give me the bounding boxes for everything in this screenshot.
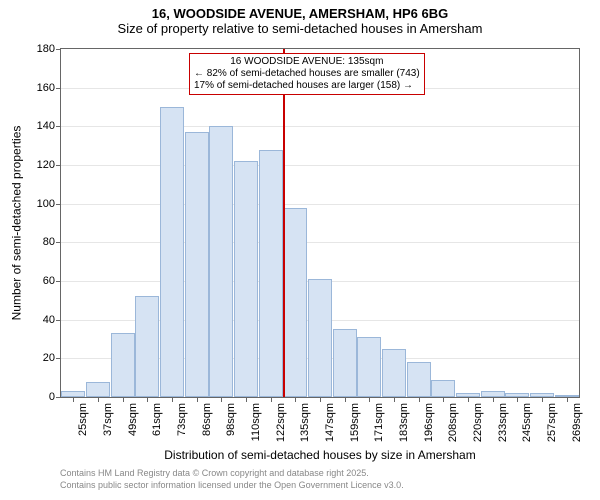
x-tick-label: 135sqm bbox=[299, 397, 311, 442]
histogram-bar bbox=[431, 380, 455, 397]
x-tick bbox=[197, 397, 198, 402]
gridline bbox=[61, 126, 579, 127]
histogram-bar bbox=[135, 296, 159, 397]
x-tick-label: 159sqm bbox=[349, 397, 361, 442]
x-tick bbox=[221, 397, 222, 402]
histogram-bar bbox=[185, 132, 209, 397]
x-axis-title: Distribution of semi-detached houses by … bbox=[60, 448, 580, 462]
x-tick bbox=[443, 397, 444, 402]
title-line2: Size of property relative to semi-detach… bbox=[0, 21, 600, 36]
histogram-bar bbox=[407, 362, 431, 397]
x-tick-label: 269sqm bbox=[571, 397, 583, 442]
y-axis-title-text: Number of semi-detached properties bbox=[9, 126, 23, 321]
x-tick bbox=[172, 397, 173, 402]
x-tick bbox=[468, 397, 469, 402]
x-tick-label: 147sqm bbox=[324, 397, 336, 442]
y-tick-label: 60 bbox=[15, 275, 55, 287]
x-tick-label: 122sqm bbox=[275, 397, 287, 442]
footer: Contains HM Land Registry data © Crown c… bbox=[60, 468, 404, 491]
histogram-bar bbox=[357, 337, 381, 397]
y-tick bbox=[56, 358, 61, 359]
x-tick-label: 220sqm bbox=[472, 397, 484, 442]
x-tick bbox=[419, 397, 420, 402]
x-tick bbox=[73, 397, 74, 402]
histogram-bar bbox=[160, 107, 184, 397]
gridline bbox=[61, 204, 579, 205]
x-tick bbox=[123, 397, 124, 402]
x-tick bbox=[567, 397, 568, 402]
y-axis-title: Number of semi-detached properties bbox=[8, 48, 24, 398]
x-tick bbox=[493, 397, 494, 402]
y-tick-label: 100 bbox=[15, 198, 55, 210]
x-tick-label: 73sqm bbox=[176, 397, 188, 436]
y-tick bbox=[56, 204, 61, 205]
x-tick-label: 37sqm bbox=[102, 397, 114, 436]
histogram-bar bbox=[111, 333, 135, 397]
y-tick bbox=[56, 88, 61, 89]
histogram-bar bbox=[382, 349, 406, 397]
footer-line1: Contains HM Land Registry data © Crown c… bbox=[60, 468, 404, 480]
y-tick bbox=[56, 242, 61, 243]
y-tick-label: 140 bbox=[15, 120, 55, 132]
x-tick-label: 183sqm bbox=[398, 397, 410, 442]
x-tick-label: 49sqm bbox=[127, 397, 139, 436]
chart-container: 16, WOODSIDE AVENUE, AMERSHAM, HP6 6BG S… bbox=[0, 0, 600, 500]
y-tick bbox=[56, 397, 61, 398]
x-tick bbox=[369, 397, 370, 402]
plot-area: 25sqm37sqm49sqm61sqm73sqm86sqm98sqm110sq… bbox=[60, 48, 580, 398]
annotation-line: ← 82% of semi-detached houses are smalle… bbox=[194, 68, 420, 80]
histogram-bar bbox=[234, 161, 258, 397]
x-tick-label: 208sqm bbox=[447, 397, 459, 442]
x-tick-label: 245sqm bbox=[521, 397, 533, 442]
y-tick-label: 20 bbox=[15, 352, 55, 364]
histogram-bar bbox=[259, 150, 283, 397]
x-tick bbox=[320, 397, 321, 402]
histogram-bar bbox=[86, 382, 110, 397]
x-tick bbox=[147, 397, 148, 402]
y-tick bbox=[56, 281, 61, 282]
reference-line bbox=[283, 49, 285, 397]
x-tick bbox=[517, 397, 518, 402]
x-tick bbox=[542, 397, 543, 402]
x-tick-label: 25sqm bbox=[77, 397, 89, 436]
histogram-bar bbox=[308, 279, 332, 397]
title-line1: 16, WOODSIDE AVENUE, AMERSHAM, HP6 6BG bbox=[0, 6, 600, 21]
histogram-bar bbox=[333, 329, 357, 397]
y-tick-label: 180 bbox=[15, 43, 55, 55]
y-tick-label: 120 bbox=[15, 159, 55, 171]
x-tick bbox=[295, 397, 296, 402]
annotation-box: 16 WOODSIDE AVENUE: 135sqm← 82% of semi-… bbox=[189, 53, 425, 95]
y-tick-label: 40 bbox=[15, 314, 55, 326]
histogram-bar bbox=[209, 126, 233, 397]
x-tick-label: 257sqm bbox=[546, 397, 558, 442]
x-tick bbox=[394, 397, 395, 402]
annotation-line: 16 WOODSIDE AVENUE: 135sqm bbox=[194, 56, 420, 68]
gridline bbox=[61, 165, 579, 166]
y-tick bbox=[56, 320, 61, 321]
y-tick-label: 80 bbox=[15, 236, 55, 248]
footer-line2: Contains public sector information licen… bbox=[60, 480, 404, 492]
y-tick bbox=[56, 165, 61, 166]
x-tick-label: 171sqm bbox=[373, 397, 385, 442]
y-tick-label: 0 bbox=[15, 391, 55, 403]
gridline bbox=[61, 242, 579, 243]
y-tick bbox=[56, 49, 61, 50]
title-block: 16, WOODSIDE AVENUE, AMERSHAM, HP6 6BG S… bbox=[0, 6, 600, 36]
x-tick bbox=[345, 397, 346, 402]
x-tick-label: 61sqm bbox=[151, 397, 163, 436]
annotation-line: 17% of semi-detached houses are larger (… bbox=[194, 80, 420, 92]
x-tick bbox=[246, 397, 247, 402]
x-tick-label: 98sqm bbox=[225, 397, 237, 436]
x-tick-label: 110sqm bbox=[250, 397, 262, 441]
x-tick-label: 233sqm bbox=[497, 397, 509, 442]
x-tick-label: 196sqm bbox=[423, 397, 435, 442]
x-tick bbox=[271, 397, 272, 402]
x-tick bbox=[98, 397, 99, 402]
x-tick-label: 86sqm bbox=[201, 397, 213, 436]
histogram-bar bbox=[283, 208, 307, 397]
y-tick bbox=[56, 126, 61, 127]
y-tick-label: 160 bbox=[15, 82, 55, 94]
